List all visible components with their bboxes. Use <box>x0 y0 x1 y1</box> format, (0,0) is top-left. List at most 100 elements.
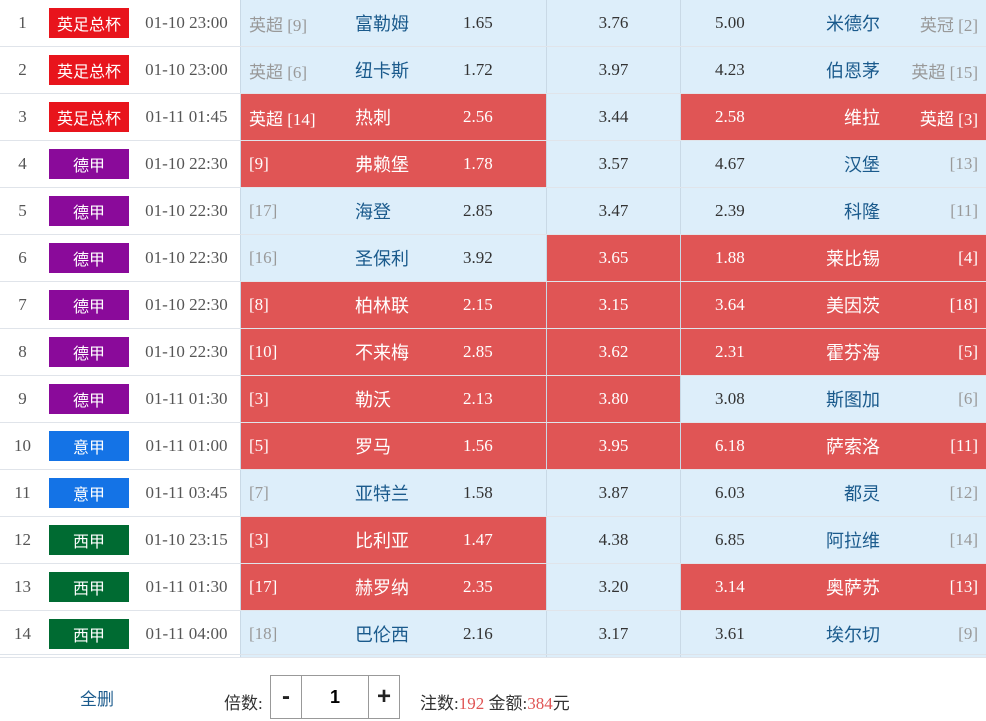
home-win-option[interactable]: [17] 海登 2.85 <box>240 188 546 234</box>
home-team: 海登 <box>355 202 391 222</box>
draw-option[interactable]: 3.44 <box>546 94 680 140</box>
league-cell: 英足总杯 <box>45 94 133 140</box>
home-team: 圣保利 <box>355 249 409 269</box>
home-rank: [3] <box>249 530 269 549</box>
home-win-option[interactable]: [17] 赫罗纳 2.35 <box>240 564 546 610</box>
away-win-option[interactable]: 3.14 奥萨苏 [13] <box>680 564 986 610</box>
home-win-option[interactable]: 英超 [14] 热刺 2.56 <box>240 94 546 140</box>
draw-option[interactable]: 4.38 <box>546 517 680 563</box>
away-odds: 4.23 <box>715 60 745 79</box>
multiplier-label: 倍数: <box>224 694 263 713</box>
away-win-option[interactable]: 2.39 科隆 [11] <box>680 188 986 234</box>
draw-option[interactable]: 3.17 <box>546 611 680 657</box>
row-number: 10 <box>14 436 31 455</box>
away-win-option[interactable]: 4.23 伯恩茅 英超 [15] <box>680 47 986 93</box>
league-badge: 英足总杯 <box>49 8 129 38</box>
home-win-option[interactable]: 英超 [9] 富勒姆 1.65 <box>240 0 546 46</box>
row-number: 13 <box>14 577 31 596</box>
row-number: 11 <box>14 483 31 502</box>
draw-option[interactable]: 3.62 <box>546 329 680 375</box>
league-cell: 西甲 <box>45 611 133 657</box>
home-odds: 1.58 <box>463 483 493 502</box>
league-badge: 德甲 <box>49 196 129 226</box>
draw-option[interactable]: 3.87 <box>546 470 680 516</box>
draw-option[interactable]: 3.80 <box>546 376 680 422</box>
home-rank: [3] <box>249 389 269 408</box>
home-win-option[interactable]: 英超 [6] 纽卡斯 1.72 <box>240 47 546 93</box>
home-win-option[interactable]: [5] 罗马 1.56 <box>240 423 546 469</box>
draw-option[interactable]: 3.15 <box>546 282 680 328</box>
draw-option[interactable]: 3.76 <box>546 0 680 46</box>
league-cell: 德甲 <box>45 329 133 375</box>
away-team: 斯图加 <box>826 390 880 410</box>
increase-button[interactable]: + <box>368 676 399 718</box>
home-win-option[interactable]: [3] 勒沃 2.13 <box>240 376 546 422</box>
draw-option[interactable]: 3.65 <box>546 235 680 281</box>
league-cell: 德甲 <box>45 376 133 422</box>
home-rank: [17] <box>249 577 278 596</box>
away-team: 维拉 <box>844 108 880 128</box>
away-rank: 英超 [3] <box>919 109 978 129</box>
away-win-option[interactable]: 5.00 米德尔 英冠 [2] <box>680 0 986 46</box>
away-odds: 3.64 <box>715 295 745 314</box>
away-win-option[interactable]: 6.85 阿拉维 [14] <box>680 517 986 563</box>
match-time: 01-10 23:15 <box>145 530 228 549</box>
home-odds: 2.85 <box>463 201 493 220</box>
away-team: 美因茨 <box>826 296 880 316</box>
bet-footer: 全删 倍数: - 1 + 注数:192 金额:384元 <box>0 654 986 721</box>
league-badge: 意甲 <box>49 431 129 461</box>
draw-option[interactable]: 3.20 <box>546 564 680 610</box>
home-win-option[interactable]: [8] 柏林联 2.15 <box>240 282 546 328</box>
draw-odds: 3.15 <box>598 295 629 314</box>
league-badge: 德甲 <box>49 243 129 273</box>
away-rank: [4] <box>958 248 978 267</box>
away-odds: 1.88 <box>715 248 745 267</box>
draw-option[interactable]: 3.97 <box>546 47 680 93</box>
draw-option[interactable]: 3.57 <box>546 141 680 187</box>
match-time: 01-11 01:30 <box>145 389 228 408</box>
home-odds: 1.47 <box>463 530 493 549</box>
home-win-option[interactable]: [3] 比利亚 1.47 <box>240 517 546 563</box>
draw-option[interactable]: 3.95 <box>546 423 680 469</box>
draw-odds: 3.62 <box>598 342 629 361</box>
match-row: 7 德甲 01-10 22:30 [8] 柏林联 2.15 3.15 3.64 美因茨 [18] <box>0 282 986 329</box>
away-win-option[interactable]: 6.18 萨索洛 [11] <box>680 423 986 469</box>
home-rank: [16] <box>249 248 278 267</box>
home-rank: [18] <box>249 624 278 643</box>
home-team: 不来梅 <box>355 343 409 363</box>
home-win-option[interactable]: [18] 巴伦西 2.16 <box>240 611 546 657</box>
away-odds: 6.18 <box>715 436 745 455</box>
row-number: 1 <box>18 13 27 32</box>
draw-odds: 3.76 <box>598 13 629 32</box>
home-win-option[interactable]: [7] 亚特兰 1.58 <box>240 470 546 516</box>
away-team: 霍芬海 <box>826 343 880 363</box>
home-team: 富勒姆 <box>355 14 409 34</box>
match-table: 1 英足总杯 01-10 23:00 英超 [9] 富勒姆 1.65 3.76 5.00 米德尔… <box>0 0 986 658</box>
home-win-option[interactable]: [10] 不来梅 2.85 <box>240 329 546 375</box>
league-cell: 英足总杯 <box>45 47 133 93</box>
draw-option[interactable]: 3.47 <box>546 188 680 234</box>
match-row: 1 英足总杯 01-10 23:00 英超 [9] 富勒姆 1.65 3.76 5.00 米德尔… <box>0 0 986 47</box>
home-win-option[interactable]: [16] 圣保利 3.92 <box>240 235 546 281</box>
multiplier-input[interactable]: 1 <box>329 686 340 707</box>
draw-odds: 3.65 <box>598 248 629 267</box>
home-rank: [10] <box>249 342 278 361</box>
home-team: 纽卡斯 <box>355 61 409 81</box>
away-win-option[interactable]: 3.08 斯图加 [6] <box>680 376 986 422</box>
away-win-option[interactable]: 2.31 霍芬海 [5] <box>680 329 986 375</box>
match-row: 6 德甲 01-10 22:30 [16] 圣保利 3.92 3.65 1.88 莱比锡 [4] <box>0 235 986 282</box>
away-win-option[interactable]: 2.58 维拉 英超 [3] <box>680 94 986 140</box>
row-number: 3 <box>18 107 27 126</box>
clear-all-button[interactable]: 全删 <box>80 690 114 709</box>
away-win-option[interactable]: 4.67 汉堡 [13] <box>680 141 986 187</box>
away-win-option[interactable]: 3.61 埃尔切 [9] <box>680 611 986 657</box>
home-win-option[interactable]: [9] 弗赖堡 1.78 <box>240 141 546 187</box>
league-cell: 德甲 <box>45 141 133 187</box>
decrease-button[interactable]: - <box>271 676 302 718</box>
away-win-option[interactable]: 6.03 都灵 [12] <box>680 470 986 516</box>
away-win-option[interactable]: 1.88 莱比锡 [4] <box>680 235 986 281</box>
away-win-option[interactable]: 3.64 美因茨 [18] <box>680 282 986 328</box>
league-badge: 西甲 <box>49 572 129 602</box>
away-rank: [12] <box>949 483 978 502</box>
match-time: 01-11 01:00 <box>145 436 228 455</box>
